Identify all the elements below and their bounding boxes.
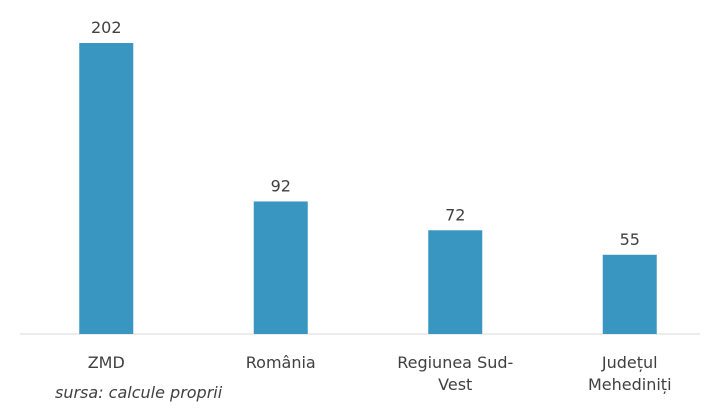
source-note: sursa: calcule proprii [55,383,223,402]
bar [428,230,483,334]
x-tick-label: Județul Mehediniți [587,353,672,394]
x-tick-label: Regiunea Sud-Vest [397,353,514,394]
x-tick-label: ZMD [87,353,125,372]
data-label: 55 [620,230,640,249]
data-label: 72 [445,205,465,224]
bar [602,254,657,334]
data-label: 92 [271,176,291,195]
data-label: 202 [91,18,122,37]
x-tick-label: România [245,353,316,372]
bar [79,43,134,334]
bar [253,201,308,334]
